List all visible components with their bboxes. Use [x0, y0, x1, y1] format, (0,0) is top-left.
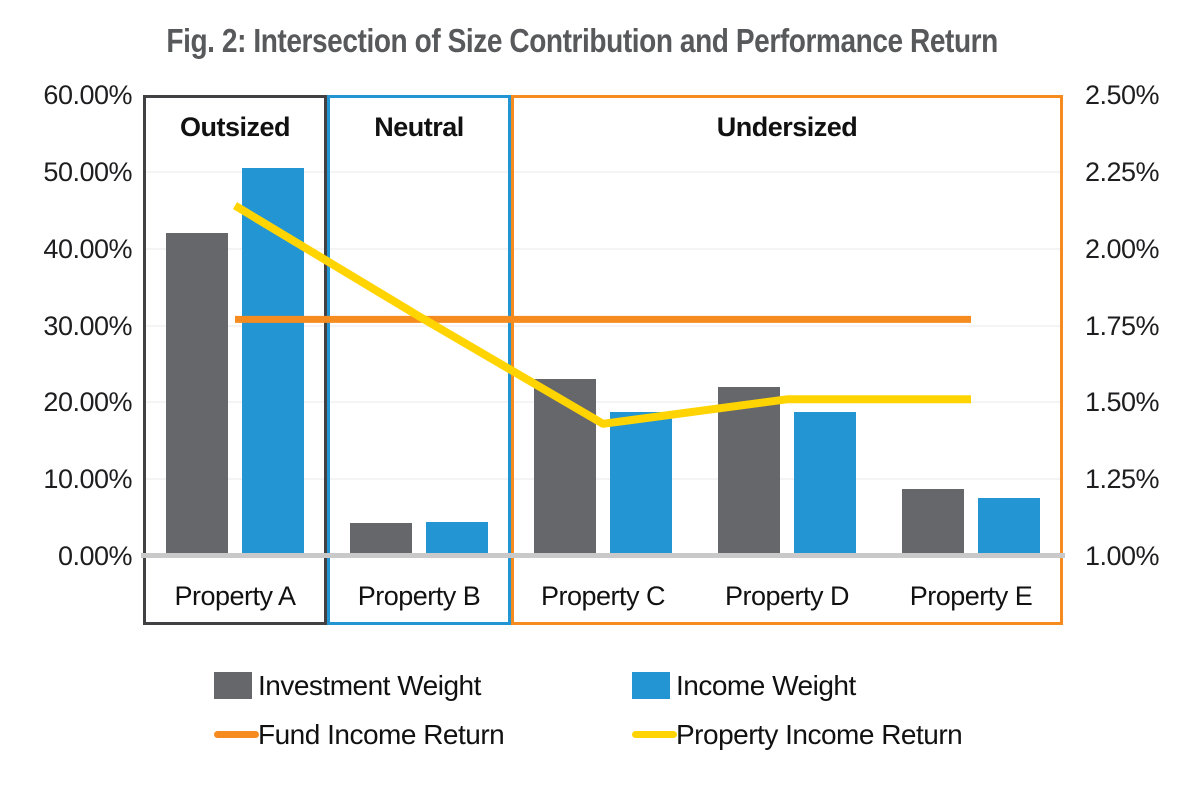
region-label: Undersized: [716, 112, 858, 142]
legend-label: Property Income Return: [676, 719, 963, 750]
bar-investment-weight-property-e: [902, 489, 964, 556]
gridline: [143, 478, 1063, 480]
legend-label: Investment Weight: [258, 670, 481, 701]
bar-investment-weight-property-b: [350, 523, 412, 556]
legend-bar-swatch-income-weight: [632, 672, 670, 699]
legend-label: Fund Income Return: [258, 719, 505, 750]
legend-line-swatch-property-income-return: [632, 731, 677, 738]
legend-bar-swatch-investment-weight: [214, 672, 252, 699]
y-axis-left-tick: 20.00%: [43, 387, 132, 417]
zero-baseline: [141, 553, 1065, 558]
bar-investment-weight-property-a: [166, 233, 228, 556]
y-axis-left-tick: 10.00%: [43, 464, 132, 494]
property-income-return-line: [232, 202, 971, 428]
y-axis-left-tick: 50.00%: [43, 157, 132, 187]
bar-investment-weight-property-d: [718, 387, 780, 556]
gridline: [143, 325, 1063, 327]
gridline: [143, 248, 1063, 250]
y-axis-right-tick: 2.25%: [1085, 157, 1160, 187]
y-axis-right-tick: 2.00%: [1085, 234, 1160, 264]
y-axis-right-tick: 1.50%: [1085, 387, 1160, 417]
y-axis-right-tick: 1.75%: [1085, 311, 1160, 341]
region-box-outsized: [143, 95, 327, 625]
legend-line-swatch-fund-income-return: [214, 731, 259, 738]
gridline: [143, 171, 1063, 173]
x-axis-category-label: Property D: [724, 581, 850, 611]
region-label: Outsized: [179, 112, 291, 142]
region-box-undersized: [511, 95, 1063, 625]
bar-income-weight-property-c: [610, 412, 672, 556]
legend-label: Income Weight: [676, 670, 856, 701]
gridline: [143, 401, 1063, 403]
y-axis-right-tick: 1.00%: [1085, 541, 1160, 571]
chart-title: Fig. 2: Intersection of Size Contributio…: [166, 22, 999, 59]
y-axis-left-tick: 30.00%: [43, 311, 132, 341]
x-axis-category-label: Property B: [357, 581, 481, 611]
y-axis-right-tick: 1.25%: [1085, 464, 1160, 494]
x-axis-category-label: Property A: [174, 581, 296, 611]
region-label: Neutral: [374, 112, 464, 142]
x-axis-category-label: Property E: [909, 581, 1033, 611]
bar-income-weight-property-b: [426, 522, 488, 556]
bar-investment-weight-property-c: [534, 379, 596, 556]
chart-title-wrap: Fig. 2: Intersection of Size Contributio…: [0, 22, 1165, 60]
y-axis-right-tick: 2.50%: [1085, 80, 1160, 110]
bar-income-weight-property-e: [978, 498, 1040, 556]
y-axis-left-tick: 60.00%: [43, 80, 132, 110]
bar-income-weight-property-d: [794, 412, 856, 556]
region-box-neutral: [327, 95, 511, 625]
y-axis-left-tick: 0.00%: [57, 541, 133, 571]
x-axis-category-label: Property C: [540, 581, 666, 611]
y-axis-left-tick: 40.00%: [43, 234, 132, 264]
